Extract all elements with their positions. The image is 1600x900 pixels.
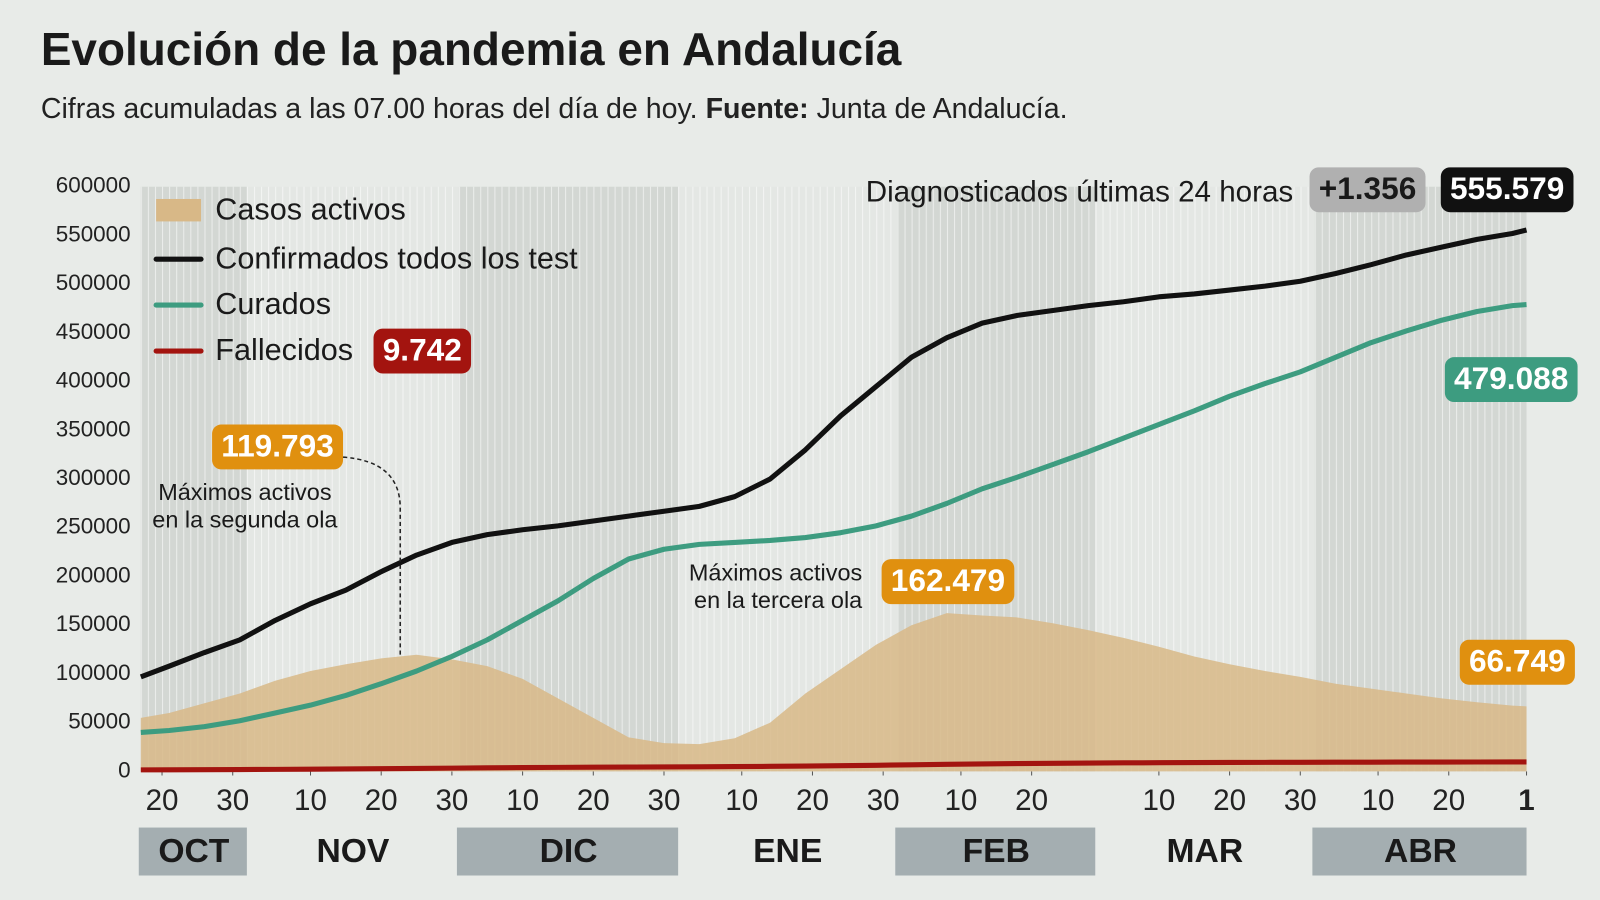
- annotation: Máximos activos: [158, 479, 331, 505]
- month-box: [456, 827, 679, 876]
- badge-text: 119.793: [221, 427, 334, 463]
- y-tick-label: 200000: [56, 562, 131, 587]
- legend-label: Confirmados todos los test: [215, 241, 578, 275]
- month-label: MAR: [1167, 833, 1244, 870]
- chart-subtitle: Cifras acumuladas a las 07.00 horas del …: [41, 93, 1068, 125]
- value-label: 162.479: [881, 559, 1015, 605]
- badge-box: [1440, 167, 1574, 213]
- y-tick-label: 350000: [56, 416, 131, 441]
- area: [140, 613, 1527, 772]
- badge-text: 162.479: [891, 562, 1005, 598]
- chart-title: Evolución de la pandemia en Andalucía: [41, 23, 902, 75]
- month-label: FEB: [963, 833, 1030, 870]
- badge-box: [373, 328, 472, 374]
- x-tick-label: 10: [944, 784, 977, 817]
- month-box: [138, 827, 247, 876]
- daily-new-label: Diagnosticados últimas 24 horas: [866, 176, 1293, 209]
- x-tick-label: 20: [146, 784, 179, 817]
- x-tick-label: 20: [577, 784, 610, 817]
- annotation: en la tercera ola: [694, 587, 863, 613]
- month-label: ENE: [753, 833, 822, 870]
- value-label: 119.793: [212, 424, 344, 470]
- legend-swatch: [156, 198, 202, 222]
- y-tick-label: 550000: [56, 221, 131, 246]
- subtitle-text: Cifras acumuladas a las 07.00 horas del …: [41, 93, 698, 125]
- line: [140, 759, 1527, 773]
- value-label: 9.742: [373, 328, 472, 374]
- y-tick-label: 100000: [56, 660, 131, 685]
- month-label: NOV: [316, 833, 389, 870]
- badge-box: [212, 424, 344, 470]
- daily-new-badge: +1.356: [1309, 167, 1426, 213]
- x-tick-label: 20: [1432, 784, 1465, 817]
- y-tick-label: 300000: [56, 465, 131, 490]
- badge-box: [1444, 357, 1578, 403]
- badge-box: [881, 559, 1015, 605]
- badge-text: 9.742: [383, 331, 462, 367]
- x-tick-label: 20: [1015, 784, 1048, 817]
- value-label: 66.749: [1459, 639, 1575, 685]
- month-box: [895, 827, 1096, 876]
- x-tick-label: 10: [1142, 784, 1175, 817]
- x-tick-label: 30: [435, 784, 468, 817]
- y-tick-label: 500000: [56, 270, 131, 295]
- subtitle-source-label: Fuente:: [706, 93, 809, 125]
- x-tick-label: 30: [1284, 784, 1317, 817]
- legend-label: Curados: [215, 287, 331, 321]
- y-tick-label: 400000: [56, 368, 131, 393]
- y-tick-label: 600000: [56, 173, 131, 198]
- badge-text: 555.579: [1450, 170, 1564, 206]
- value-label: 479.088: [1444, 357, 1578, 403]
- badge-text: 479.088: [1454, 360, 1568, 396]
- legend-label: Fallecidos: [215, 333, 353, 367]
- badge-text: +1.356: [1319, 170, 1417, 206]
- month-label: ABR: [1384, 833, 1457, 870]
- x-tick-label: 20: [365, 784, 398, 817]
- y-tick-label: 450000: [56, 319, 131, 344]
- annotation: Máximos activos: [689, 560, 862, 586]
- legend-label: Casos activos: [215, 192, 406, 226]
- plot: [139, 198, 1528, 776]
- month-box: [1312, 827, 1527, 876]
- y-tick-label: 250000: [56, 514, 131, 539]
- badge-box: [1309, 167, 1426, 213]
- subtitle-source: Junta de Andalucía.: [817, 93, 1068, 125]
- value-label: 555.579: [1440, 167, 1574, 213]
- annotation: en la segunda ola: [152, 507, 338, 533]
- badge-text: 66.749: [1469, 643, 1566, 679]
- x-tick-label: 30: [648, 784, 681, 817]
- x-tick-label: 10: [1362, 784, 1395, 817]
- month-label: OCT: [158, 833, 229, 870]
- x-tick-label: 20: [796, 784, 829, 817]
- badge-box: [1459, 639, 1575, 685]
- x-tick-label: 20: [1213, 784, 1246, 817]
- x-tick-label: 10: [506, 784, 539, 817]
- x-tick-label: 30: [867, 784, 900, 817]
- line: [139, 227, 1528, 680]
- x-tick-label: 10: [294, 784, 327, 817]
- x-tick-label: 30: [216, 784, 249, 817]
- x-tick-label: 1: [1518, 784, 1534, 817]
- line: [140, 302, 1527, 735]
- month-label: DIC: [540, 833, 598, 870]
- y-tick-label: 50000: [68, 709, 130, 734]
- x-tick-label: 10: [725, 784, 758, 817]
- y-tick-label: 0: [118, 757, 130, 782]
- y-tick-label: 150000: [56, 611, 131, 636]
